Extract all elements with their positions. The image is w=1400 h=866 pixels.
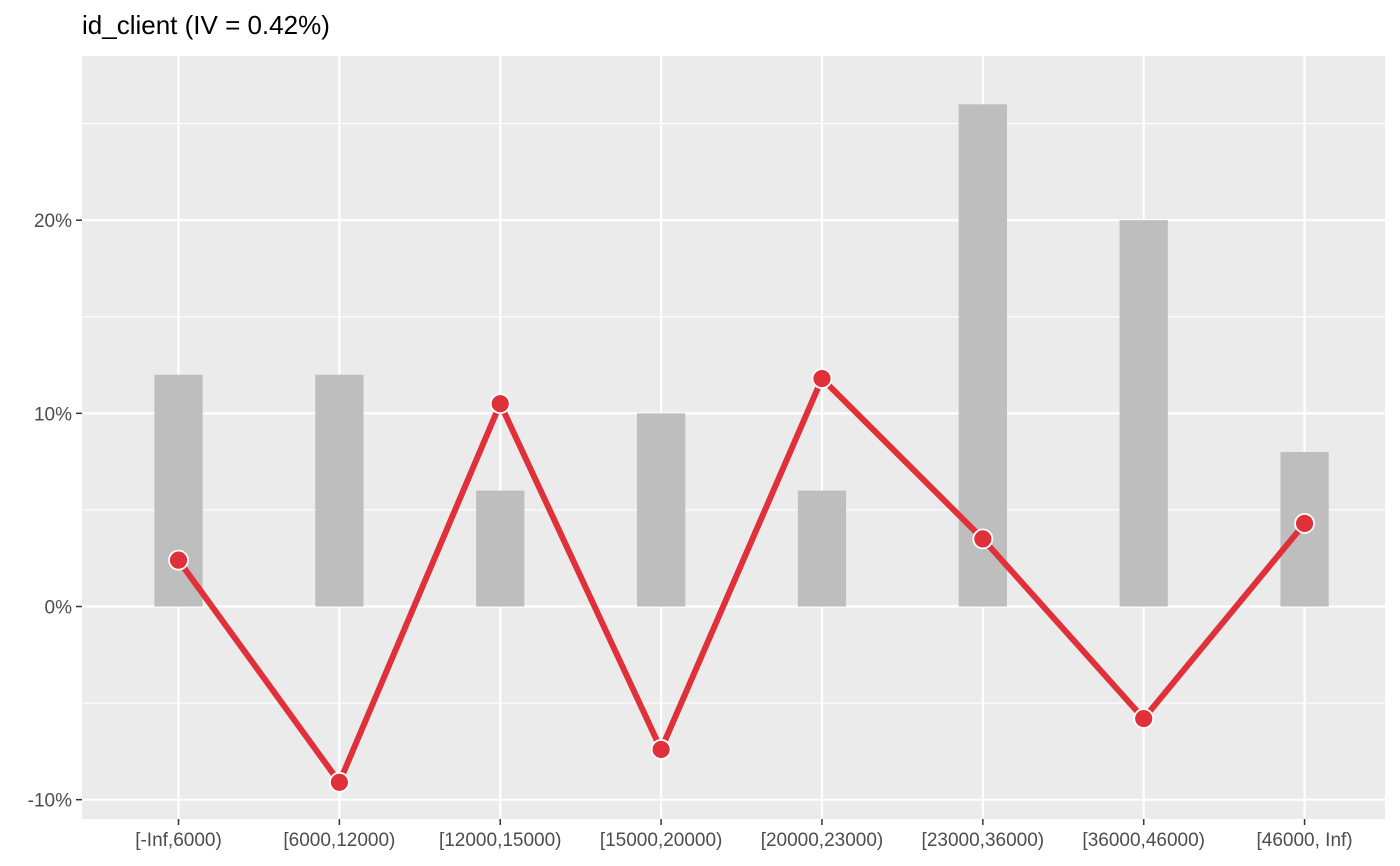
y-axis: -10% 0% 10% 20% [28, 211, 82, 812]
chart-title: id_client (IV = 0.42%) [82, 10, 330, 40]
x-axis: [-Inf,6000) [6000,12000) [12000,15000) [150… [135, 819, 1353, 851]
data-point [168, 549, 189, 571]
data-point [1133, 708, 1155, 729]
data-point [811, 368, 833, 389]
data-point [489, 393, 511, 415]
bar [476, 490, 525, 607]
bars [154, 104, 1329, 607]
plot-panel [82, 56, 1385, 819]
y-tick-label: 0% [45, 598, 73, 619]
bar [154, 374, 203, 607]
data-point [650, 739, 672, 760]
data-point [972, 528, 994, 550]
data-point [1294, 513, 1315, 534]
bar [636, 413, 686, 607]
x-tick-label: [15000,20000) [600, 830, 723, 851]
x-tick-label: [46000, Inf) [1257, 830, 1353, 851]
x-tick-label: [23000,36000) [922, 830, 1045, 851]
data-point [328, 771, 350, 793]
bar [315, 374, 364, 607]
y-tick-label: 20% [34, 211, 72, 232]
points [168, 368, 1315, 793]
bar [1119, 220, 1168, 607]
x-tick-label: [6000,12000) [283, 830, 395, 851]
line-layer [176, 373, 1307, 789]
y-tick-label: -10% [28, 791, 72, 812]
x-tick-label: [36000,46000) [1082, 830, 1205, 851]
x-tick-label: [-Inf,6000) [135, 830, 222, 851]
x-tick-label: [12000,15000) [439, 830, 562, 851]
y-tick-label: 10% [34, 404, 72, 425]
x-tick-label: [20000,23000) [761, 830, 884, 851]
series-line [176, 373, 1307, 789]
bar [797, 490, 847, 607]
